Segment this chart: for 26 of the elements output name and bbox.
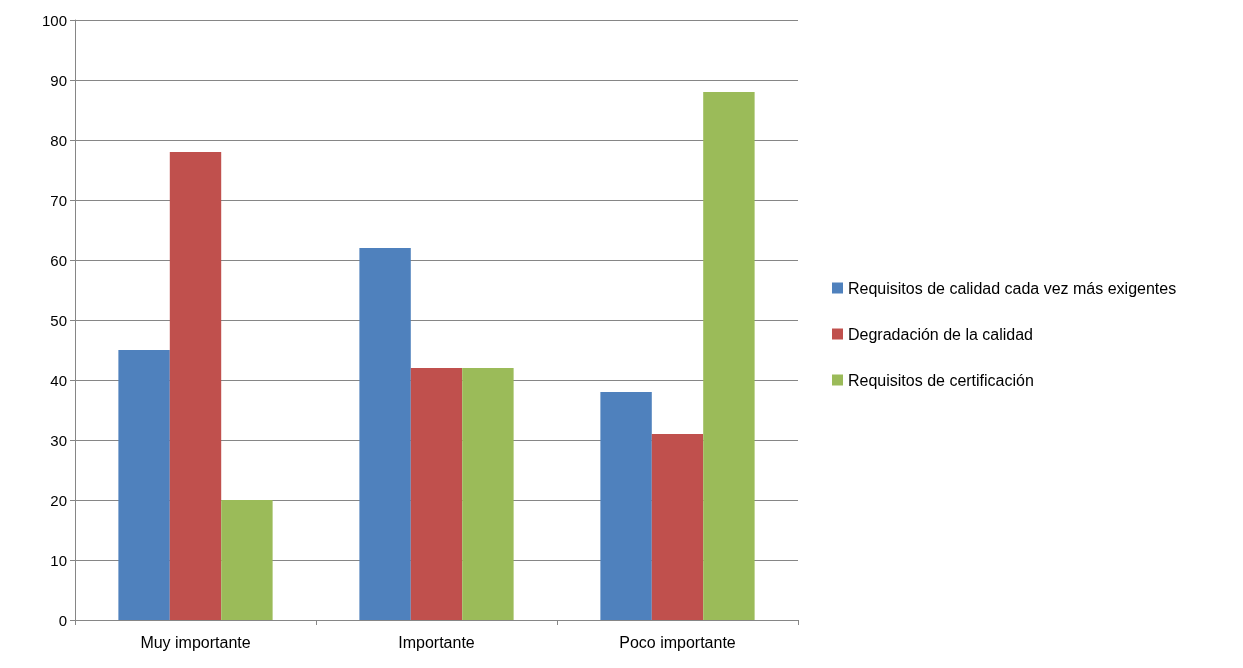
bar — [118, 350, 170, 620]
y-tick-label: 60 — [50, 251, 67, 269]
y-tick-label: 100 — [41, 11, 67, 29]
bar — [703, 92, 755, 620]
x-tick-label: Poco importante — [619, 633, 736, 651]
bar — [600, 392, 652, 620]
y-tick-label: 50 — [50, 311, 67, 329]
bar — [169, 152, 222, 620]
legend-label: Degradación de la calidad — [848, 325, 1034, 343]
bar — [221, 500, 273, 620]
y-tick-label: 10 — [50, 551, 67, 569]
y-tick-label: 40 — [50, 371, 67, 389]
legend-label: Requisitos de calidad cada vez más exigentes — [848, 279, 1177, 297]
bar — [462, 368, 514, 620]
y-tick-label: 90 — [50, 71, 67, 89]
x-tick-label: Muy importante — [140, 633, 251, 651]
legend-label: Requisitos de certificación — [848, 371, 1034, 389]
y-tick-label: 0 — [58, 611, 67, 629]
y-tick-label: 80 — [50, 131, 67, 149]
y-tick-label: 30 — [50, 431, 67, 449]
bar — [651, 434, 704, 620]
bar — [410, 368, 463, 620]
bar — [359, 248, 411, 620]
y-tick-label: 20 — [50, 491, 67, 509]
x-tick-label: Importante — [398, 633, 475, 651]
y-tick-label: 70 — [50, 191, 67, 209]
